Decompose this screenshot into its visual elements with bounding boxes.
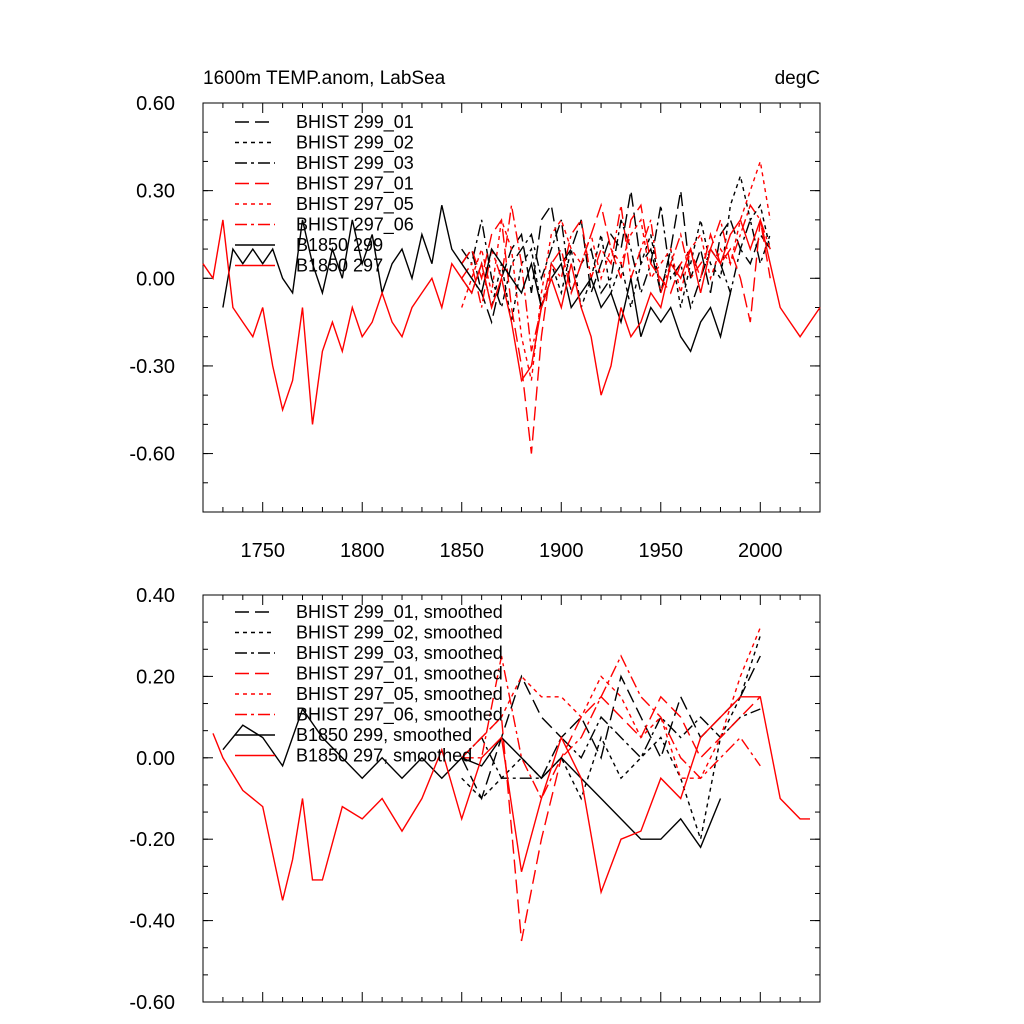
- legend-label: B1850 299, smoothed: [296, 725, 472, 745]
- top-panel: 0.60 0.30 0.00 -0.30 -0.60 1750 1800 1850 1900 19…: [129, 93, 821, 562]
- y-tick-label: 0.00: [136, 268, 175, 290]
- y-tick-label: -0.60: [129, 444, 175, 466]
- x-tick-label: 1950: [639, 540, 684, 562]
- series-line-bhist-299-03: [461, 205, 771, 311]
- y-tick-label: 0.60: [136, 93, 175, 115]
- plot-frame: [202, 594, 821, 1003]
- series-line-b1850-297-smoothed: [212, 696, 810, 901]
- legend-label: B1850 297: [296, 256, 383, 276]
- y-tick-label: 0.20: [136, 666, 175, 688]
- legend-label: BHIST 297_05, smoothed: [296, 684, 503, 705]
- series-line-b1850-297: [202, 217, 821, 425]
- x-tick-label: 1900: [539, 540, 584, 562]
- chart-title: 1600m TEMP.anom, LabSea: [203, 68, 446, 89]
- series-line-b1850-299-smoothed: [222, 707, 722, 849]
- y-tick-label: -0.40: [129, 911, 175, 933]
- legend-label: BHIST 297_01: [296, 174, 414, 195]
- x-tick-label: 1750: [240, 540, 285, 562]
- series-line-bhist-297-01: [461, 202, 771, 454]
- legend-label: BHIST 299_03, smoothed: [296, 643, 503, 664]
- series-line-bhist-299-03-smoothed: [461, 708, 761, 779]
- series-line-bhist-299-02: [461, 173, 771, 323]
- series-line-bhist-299-01: [461, 190, 771, 325]
- y-tick-label: -0.20: [129, 829, 175, 851]
- x-tick-label: 1850: [439, 540, 484, 562]
- series-line-bhist-297-05: [461, 161, 771, 381]
- legend-label: BHIST 297_05: [296, 194, 414, 215]
- series-line-bhist-299-01-smoothed: [461, 655, 761, 801]
- series-line-bhist-299-02-smoothed: [461, 635, 761, 842]
- series-line-bhist-297-06: [461, 203, 771, 352]
- y-tick-label: 0.30: [136, 181, 175, 203]
- legend-label: BHIST 299_02: [296, 133, 414, 154]
- legend-label: BHIST 299_01: [296, 112, 414, 133]
- legend-label: BHIST 299_01, smoothed: [296, 602, 503, 623]
- series-line-bhist-297-05-smoothed: [461, 627, 761, 779]
- series-line-b1850-299: [222, 205, 732, 353]
- y-tick-label: 0.00: [136, 748, 175, 770]
- bottom-panel: 0.40 0.20 0.00 -0.20 -0.40 -0.60 BHIST 299_01,…: [129, 585, 821, 1014]
- legend-label: BHIST 299_03: [296, 153, 414, 174]
- legend-label: B1850 297, smoothed: [296, 746, 472, 766]
- x-tick-label: 1800: [340, 540, 385, 562]
- legend-label: B1850 299: [296, 235, 383, 255]
- legend-label: BHIST 299_02, smoothed: [296, 623, 503, 644]
- legend-label: BHIST 297_01, smoothed: [296, 664, 503, 685]
- y-tick-label: -0.30: [129, 356, 175, 378]
- series-line-bhist-297-01-smoothed: [461, 695, 761, 942]
- y-tick-label: 0.40: [136, 585, 175, 607]
- y-tick-label: -0.60: [129, 992, 175, 1014]
- chart-units: degC: [775, 68, 820, 89]
- x-tick-label: 2000: [738, 540, 783, 562]
- legend-label: BHIST 297_06, smoothed: [296, 705, 503, 726]
- legend-label: BHIST 297_06: [296, 215, 414, 236]
- series-line-bhist-297-06-smoothed: [461, 654, 761, 801]
